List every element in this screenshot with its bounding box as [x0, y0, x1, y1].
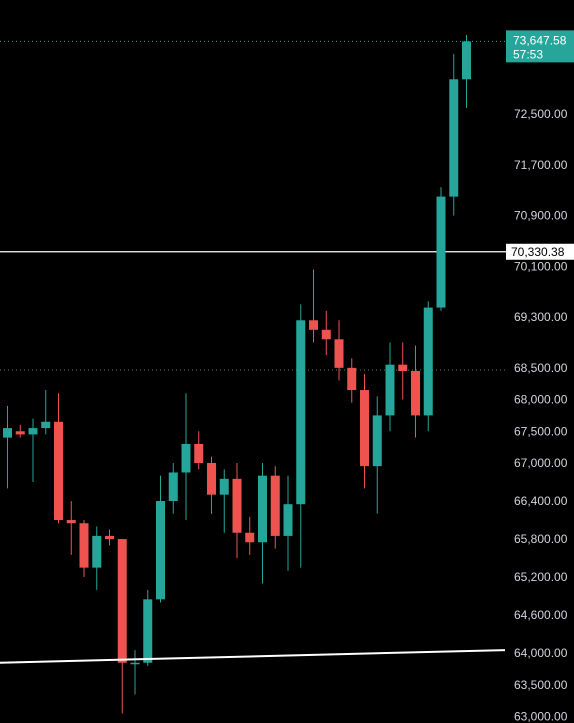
- price-tick-label: 68,000.00: [514, 393, 568, 407]
- price-tick-label: 64,600.00: [514, 608, 568, 622]
- candle-down[interactable]: [270, 475, 280, 536]
- price-tick-label: 71,700.00: [514, 158, 568, 172]
- candle-down[interactable]: [232, 478, 242, 533]
- price-tick-label: 67,500.00: [514, 424, 568, 438]
- candle-down[interactable]: [347, 367, 357, 391]
- candle-up[interactable]: [181, 443, 191, 473]
- candle-down[interactable]: [334, 339, 344, 368]
- candle-up[interactable]: [41, 421, 51, 429]
- horizontal-lines: [0, 40, 574, 371]
- candle-down[interactable]: [117, 539, 127, 663]
- candle-down[interactable]: [207, 462, 216, 495]
- trendline-layer[interactable]: [0, 649, 506, 664]
- candle-up[interactable]: [296, 320, 306, 505]
- price-axis[interactable]: 72,500.00 71,700.00 70,900.00 70,100.00 69,3…: [514, 107, 568, 723]
- price-tick-label: 72,500.00: [514, 107, 568, 121]
- candle-up[interactable]: [436, 196, 446, 308]
- price-tick-label: 67,000.00: [514, 456, 568, 470]
- candle-up[interactable]: [385, 364, 395, 416]
- candle-down[interactable]: [105, 535, 114, 540]
- price-tick-label: 69,300.00: [514, 310, 568, 324]
- candle-up[interactable]: [372, 415, 382, 467]
- candle-up[interactable]: [156, 501, 165, 600]
- candle-up[interactable]: [462, 41, 471, 80]
- price-tick-label: 68,500.00: [514, 361, 568, 375]
- candle-up[interactable]: [28, 428, 38, 435]
- last-price-value: 73,647.58: [513, 33, 567, 47]
- price-tick-label: 66,400.00: [514, 494, 568, 508]
- support-trendline[interactable]: [0, 649, 506, 664]
- price-tick-label: 63,000.00: [514, 710, 568, 723]
- price-tick-label: 65,800.00: [514, 532, 568, 546]
- candle-up[interactable]: [3, 428, 12, 438]
- candle-up[interactable]: [423, 307, 433, 416]
- price-tick-label: 63,500.00: [514, 678, 568, 692]
- candle-up[interactable]: [143, 599, 153, 663]
- candle-up[interactable]: [130, 662, 140, 665]
- candle-down[interactable]: [194, 443, 204, 463]
- candle-down[interactable]: [321, 329, 331, 340]
- candle-up[interactable]: [92, 535, 102, 568]
- price-tick-label: 70,900.00: [514, 209, 568, 223]
- horizontal-line-price-tag: [506, 243, 574, 260]
- candle-down[interactable]: [54, 421, 63, 521]
- candle-down[interactable]: [360, 390, 369, 467]
- candle-up[interactable]: [283, 504, 293, 536]
- candle-down[interactable]: [411, 371, 420, 416]
- price-tick-label: 70,100.00: [514, 259, 568, 273]
- candle-up[interactable]: [258, 475, 267, 543]
- last-price-tag: [506, 30, 574, 63]
- candle-up[interactable]: [168, 472, 178, 502]
- candle-up[interactable]: [449, 79, 459, 197]
- candle-down[interactable]: [15, 431, 25, 435]
- candle-down[interactable]: [309, 320, 318, 330]
- candle-down[interactable]: [245, 532, 255, 543]
- candle-down[interactable]: [66, 520, 76, 524]
- price-tick-label: 65,200.00: [514, 570, 568, 584]
- price-tick-label: 64,000.00: [514, 646, 568, 660]
- candles[interactable]: [3, 34, 471, 714]
- horizontal-line-price-label: 70,330.38: [511, 245, 565, 259]
- bar-countdown: 57:53: [513, 47, 543, 61]
- candle-up[interactable]: [219, 478, 229, 495]
- candle-down[interactable]: [398, 364, 408, 372]
- candle-down[interactable]: [79, 523, 89, 568]
